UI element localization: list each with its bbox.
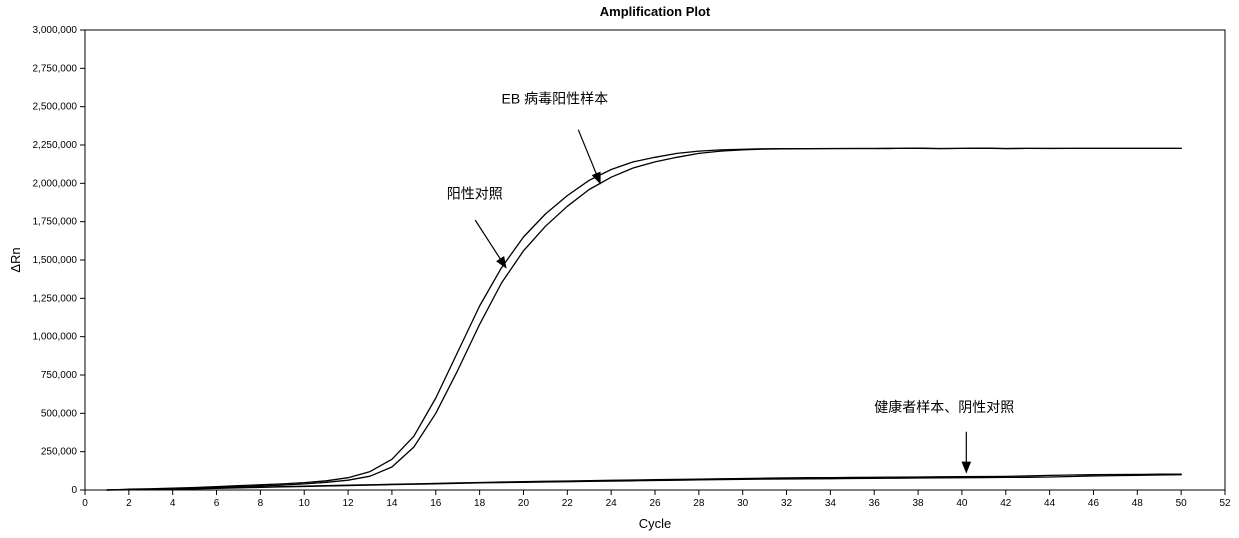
y-tick-label: 250,000 <box>41 447 78 458</box>
plot-border <box>85 30 1225 490</box>
y-tick-label: 1,750,000 <box>33 217 78 228</box>
x-axis-label: Cycle <box>639 516 672 531</box>
x-tick-label: 28 <box>693 498 705 509</box>
x-tick-label: 6 <box>214 498 220 509</box>
annotation-arrow-pos-control <box>475 220 506 268</box>
x-tick-label: 40 <box>956 498 968 509</box>
chart-title: Amplification Plot <box>600 4 711 19</box>
y-tick-label: 1,500,000 <box>33 255 78 266</box>
y-tick-label: 0 <box>71 485 77 496</box>
x-tick-label: 36 <box>869 498 881 509</box>
x-tick-label: 50 <box>1176 498 1188 509</box>
series-positive-control <box>107 148 1181 490</box>
y-axis-label: ΔRn <box>8 247 23 272</box>
x-tick-label: 8 <box>258 498 264 509</box>
y-tick-label: 2,500,000 <box>33 102 78 113</box>
x-tick-label: 38 <box>913 498 925 509</box>
x-tick-label: 30 <box>737 498 749 509</box>
y-tick-label: 1,250,000 <box>33 293 78 304</box>
annotation-arrow-eb-positive <box>578 130 600 184</box>
y-tick-label: 500,000 <box>41 408 78 419</box>
y-tick-label: 3,000,000 <box>33 25 78 36</box>
x-tick-label: 44 <box>1044 498 1056 509</box>
x-tick-label: 42 <box>1000 498 1012 509</box>
x-tick-label: 32 <box>781 498 793 509</box>
x-tick-label: 2 <box>126 498 132 509</box>
x-tick-label: 20 <box>518 498 530 509</box>
annotation-label-eb-positive: EB 病毒阳性样本 <box>502 91 609 107</box>
annotation-label-pos-control: 阳性对照 <box>447 186 503 202</box>
y-tick-label: 2,750,000 <box>33 63 78 74</box>
x-tick-label: 48 <box>1132 498 1144 509</box>
x-tick-label: 18 <box>474 498 486 509</box>
x-tick-label: 0 <box>82 498 88 509</box>
x-tick-label: 22 <box>562 498 574 509</box>
series-eb-positive-sample <box>107 148 1181 490</box>
y-tick-label: 2,000,000 <box>33 178 78 189</box>
x-tick-label: 52 <box>1219 498 1231 509</box>
y-tick-label: 2,250,000 <box>33 140 78 151</box>
amplification-plot-chart: 0 250,000 500,000 750,000 1,000,000 1,250,000… <box>0 0 1239 538</box>
x-tick-label: 34 <box>825 498 837 509</box>
y-tick-label: 750,000 <box>41 370 78 381</box>
series-negative-control <box>107 475 1181 490</box>
x-tick-label: 4 <box>170 498 176 509</box>
x-tick-label: 26 <box>649 498 661 509</box>
x-tick-label: 46 <box>1088 498 1100 509</box>
annotation-label-healthy-neg: 健康者样本、阴性对照 <box>874 399 1014 415</box>
x-tick-label: 14 <box>386 498 398 509</box>
x-tick-label: 24 <box>606 498 618 509</box>
chart-svg: 0 250,000 500,000 750,000 1,000,000 1,250,000… <box>0 0 1239 538</box>
x-tick-label: 12 <box>343 498 355 509</box>
x-tick-label: 16 <box>430 498 442 509</box>
x-tick-label: 10 <box>299 498 311 509</box>
y-tick-label: 1,000,000 <box>33 332 78 343</box>
